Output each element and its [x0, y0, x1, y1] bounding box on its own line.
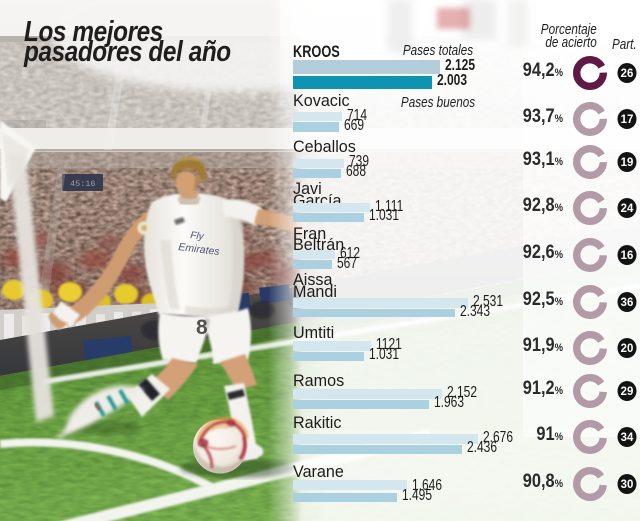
svg-text:Fly: Fly: [190, 230, 206, 243]
svg-text:8: 8: [196, 316, 208, 339]
svg-text:45:16: 45:16: [70, 179, 96, 189]
svg-text:Emirates: Emirates: [178, 241, 221, 258]
